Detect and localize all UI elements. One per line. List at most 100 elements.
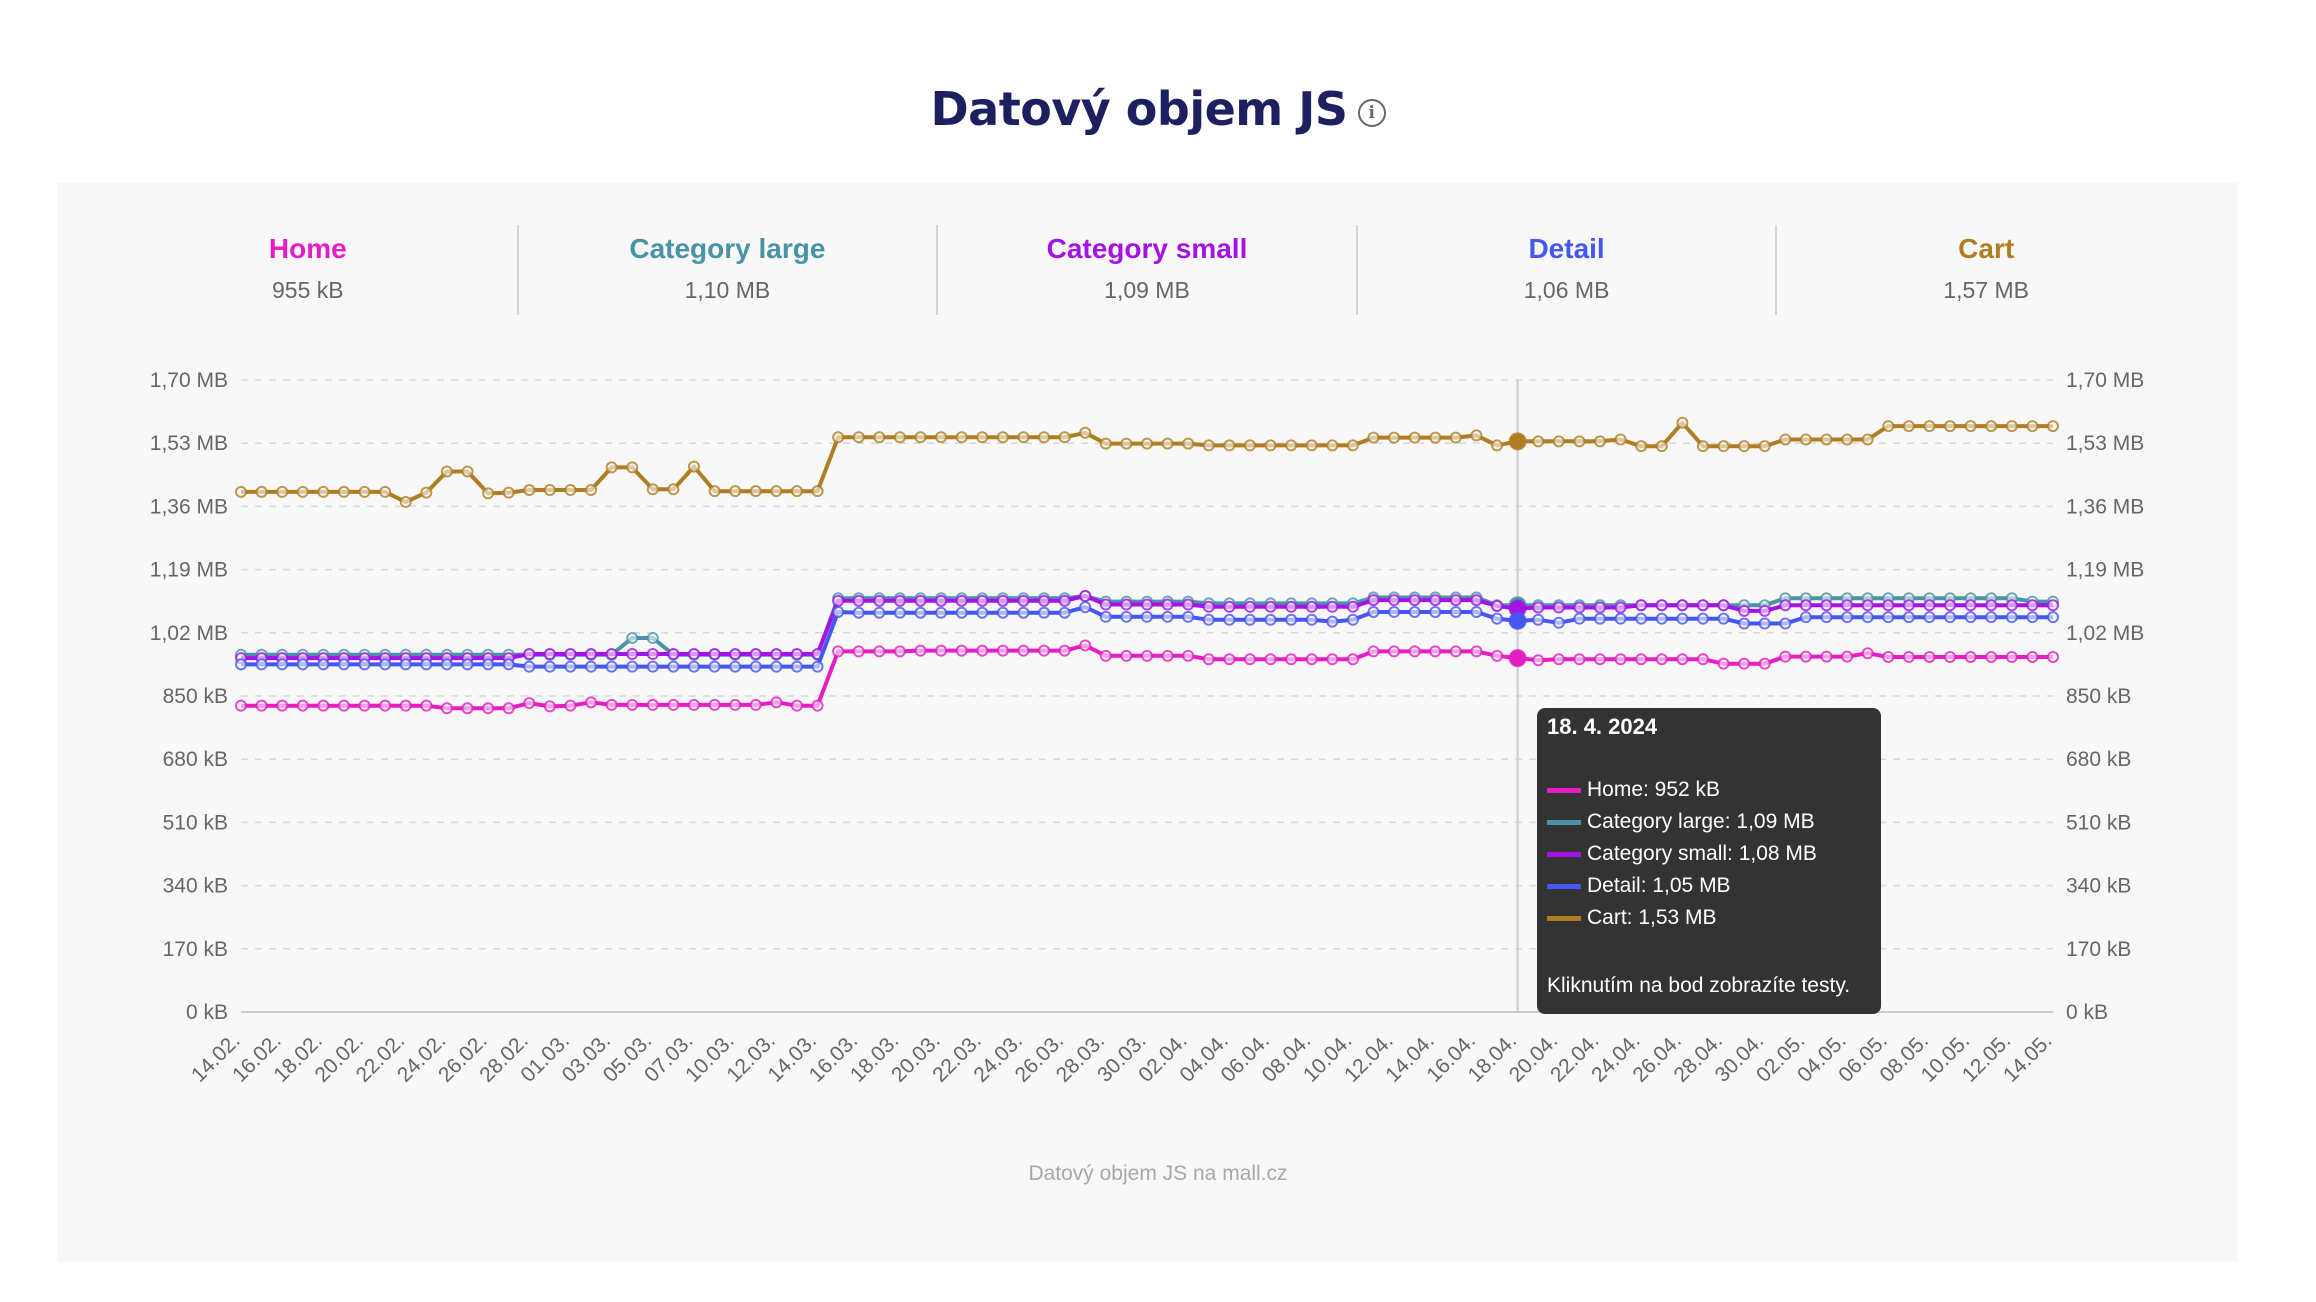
data-point-home[interactable] [564,699,577,712]
data-point-cart[interactable] [852,431,865,444]
data-point-detail[interactable] [1799,611,1812,624]
data-point-detail[interactable] [646,660,659,673]
data-point-category-small[interactable] [1676,599,1689,612]
data-point-detail[interactable] [811,660,824,673]
data-point-cart[interactable] [1552,435,1565,448]
data-point-category-small[interactable] [1223,600,1236,613]
data-point-cart[interactable] [1655,440,1668,453]
data-point-home[interactable] [1923,650,1936,663]
data-point-cart[interactable] [1676,416,1689,429]
data-point-category-small[interactable] [1882,599,1895,612]
data-point-detail[interactable] [749,660,762,673]
data-point-detail[interactable] [1676,612,1689,625]
data-point-home[interactable] [379,699,392,712]
data-point-home[interactable] [1449,645,1462,658]
data-point-home[interactable] [585,696,598,709]
data-point-detail[interactable] [1058,606,1071,619]
data-point-cart[interactable] [337,485,350,498]
data-point-cart[interactable] [1508,432,1527,451]
data-point-category-small[interactable] [2005,599,2018,612]
data-point-home[interactable] [729,698,742,711]
data-point-home[interactable] [873,645,886,658]
data-point-category-small[interactable] [2026,599,2039,612]
data-point-detail[interactable] [893,606,906,619]
data-point-home[interactable] [2047,650,2059,663]
data-point-detail[interactable] [2026,611,2039,624]
data-point-home[interactable] [296,699,309,712]
data-point-detail[interactable] [379,658,392,671]
data-point-detail[interactable] [1285,613,1298,626]
data-point-home[interactable] [461,702,474,715]
data-point-detail[interactable] [482,658,495,671]
data-point-cart[interactable] [440,465,453,478]
data-point-category-small[interactable] [955,594,968,607]
data-point-category-small[interactable] [1017,594,1030,607]
data-point-detail[interactable] [1182,610,1195,623]
data-point-home[interactable] [708,698,721,711]
data-point-cart[interactable] [976,431,989,444]
data-point-detail[interactable] [1944,611,1957,624]
data-point-home[interactable] [1202,653,1215,666]
data-point-cart[interactable] [1388,431,1401,444]
data-point-home[interactable] [2005,650,2018,663]
data-point-home[interactable] [1346,653,1359,666]
data-point-cart[interactable] [461,465,474,478]
data-point-category-small[interactable] [1346,600,1359,613]
data-point-detail[interactable] [1141,610,1153,623]
data-point-detail[interactable] [688,660,700,673]
data-point-detail[interactable] [276,658,289,671]
data-point-detail[interactable] [667,660,680,673]
data-point-detail[interactable] [1491,612,1504,625]
data-point-detail[interactable] [296,658,309,671]
data-point-detail[interactable] [1738,617,1751,630]
data-point-home[interactable] [1223,653,1236,666]
data-point-detail[interactable] [873,606,886,619]
data-point-cart[interactable] [1470,429,1483,442]
data-point-cart[interactable] [626,461,639,474]
data-point-category-small[interactable] [1243,600,1256,613]
data-point-cart[interactable] [1099,437,1112,450]
data-point-detail[interactable] [832,605,845,618]
data-point-detail[interactable] [1449,605,1462,618]
data-point-cart[interactable] [379,485,392,498]
data-point-home[interactable] [955,644,968,657]
data-point-category-small[interactable] [1923,599,1936,612]
data-point-home[interactable] [1594,653,1606,666]
data-point-detail[interactable] [1264,613,1277,626]
data-point-cart[interactable] [935,431,948,444]
data-point-category-small[interactable] [873,594,886,607]
data-point-home[interactable] [605,698,618,711]
data-point-category-small[interactable] [1820,599,1833,612]
data-point-detail[interactable] [399,658,412,671]
data-point-cart[interactable] [1223,439,1236,452]
data-point-cart[interactable] [749,485,762,498]
data-point-detail[interactable] [1326,615,1339,628]
data-point-detail[interactable] [1079,601,1092,614]
data-point-detail[interactable] [1305,613,1318,626]
data-point-cart[interactable] [564,484,577,497]
data-point-home[interactable] [317,699,330,712]
data-point-home[interactable] [914,644,927,657]
data-point-home[interactable] [1038,644,1051,657]
data-point-home[interactable] [235,699,247,712]
data-point-home[interactable] [1141,649,1153,662]
data-point-category-small[interactable] [1285,600,1298,613]
data-point-detail[interactable] [914,606,927,619]
data-point-category-small[interactable] [543,647,556,660]
data-point-category-small[interactable] [1161,598,1174,611]
data-point-cart[interactable] [708,485,721,498]
data-point-detail[interactable] [1902,611,1915,624]
data-point-home[interactable] [893,645,906,658]
data-point-cart[interactable] [1264,439,1277,452]
data-point-cart[interactable] [1449,431,1462,444]
data-point-cart[interactable] [1573,435,1586,448]
data-point-category-small[interactable] [667,647,680,660]
data-point-home[interactable] [1408,645,1421,658]
data-point-detail[interactable] [708,660,721,673]
data-point-cart[interactable] [688,460,700,473]
data-point-detail[interactable] [1508,611,1527,630]
data-point-home[interactable] [2026,650,2039,663]
data-point-home[interactable] [337,699,350,712]
data-point-cart[interactable] [1964,420,1977,433]
data-point-detail[interactable] [1038,606,1051,619]
